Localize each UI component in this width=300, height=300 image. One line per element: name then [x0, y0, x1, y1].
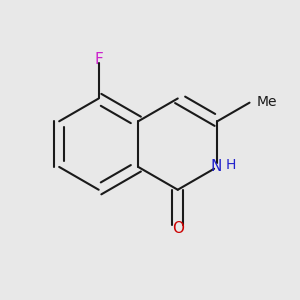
Text: N: N	[210, 159, 221, 174]
Text: O: O	[172, 221, 184, 236]
Text: Me: Me	[257, 95, 277, 109]
Text: H: H	[225, 158, 236, 172]
Text: F: F	[94, 52, 103, 67]
